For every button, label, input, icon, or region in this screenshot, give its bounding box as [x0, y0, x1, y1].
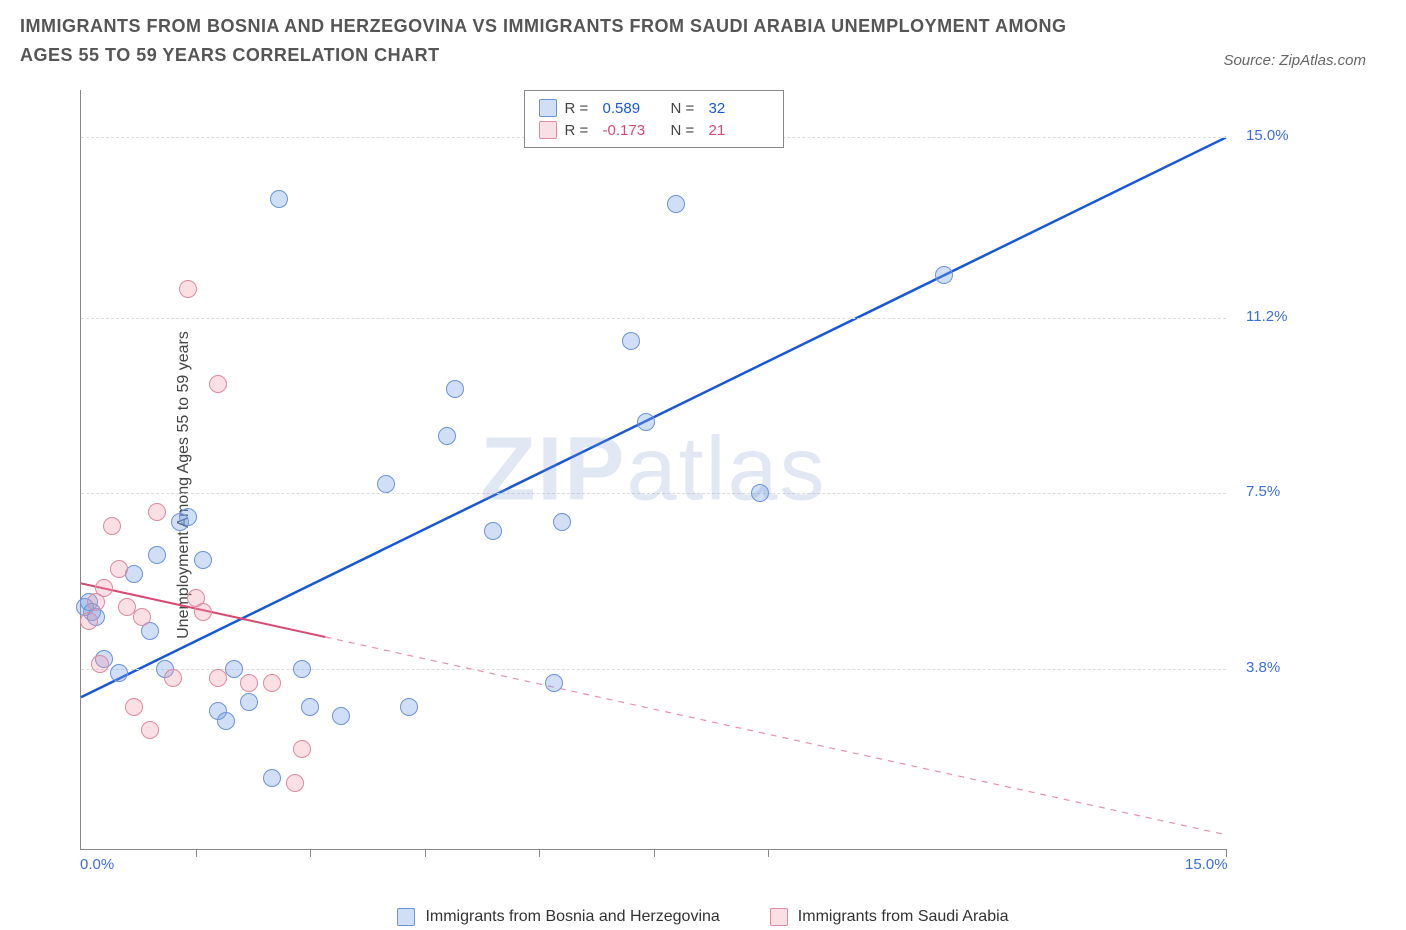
data-point [240, 693, 258, 711]
data-point [194, 551, 212, 569]
data-point [133, 608, 151, 626]
data-point [667, 195, 685, 213]
data-point [209, 669, 227, 687]
data-point [148, 503, 166, 521]
data-point [293, 660, 311, 678]
y-tick-label: 7.5% [1246, 483, 1280, 500]
gridline [81, 669, 1226, 670]
stat-n-label: N = [671, 100, 701, 117]
data-point [225, 660, 243, 678]
data-point [95, 579, 113, 597]
data-point [80, 612, 98, 630]
stat-r-value: 0.589 [603, 100, 663, 117]
data-point [217, 712, 235, 730]
data-point [637, 413, 655, 431]
data-point [446, 380, 464, 398]
legend-item: Immigrants from Bosnia and Herzegovina [397, 908, 719, 926]
y-tick-label: 11.2% [1246, 308, 1287, 325]
data-point [103, 517, 121, 535]
trend-lines-svg [81, 90, 1226, 849]
gridline [81, 493, 1226, 494]
legend-swatch [539, 99, 557, 117]
x-tick [539, 849, 540, 857]
data-point [751, 484, 769, 502]
chart-area: Unemployment Among Ages 55 to 59 years R… [60, 90, 1356, 880]
chart-title: IMMIGRANTS FROM BOSNIA AND HERZEGOVINA V… [20, 12, 1120, 70]
data-point [240, 674, 258, 692]
data-point [164, 669, 182, 687]
data-point [377, 475, 395, 493]
trend-line-extrapolated [325, 637, 1226, 835]
stat-r-label: R = [565, 122, 595, 139]
data-point [179, 508, 197, 526]
stats-row: R = -0.173 N = 21 [539, 119, 769, 141]
stat-n-value: 32 [709, 100, 769, 117]
bottom-legend: Immigrants from Bosnia and Herzegovina Im… [0, 908, 1406, 926]
x-tick [654, 849, 655, 857]
data-point [270, 190, 288, 208]
data-point [125, 698, 143, 716]
stats-row: R = 0.589 N = 32 [539, 97, 769, 119]
stat-r-label: R = [565, 100, 595, 117]
data-point [622, 332, 640, 350]
x-axis-max-label: 15.0% [1185, 856, 1228, 873]
legend-swatch [770, 908, 788, 926]
data-point [179, 280, 197, 298]
data-point [263, 769, 281, 787]
data-point [194, 603, 212, 621]
data-point [400, 698, 418, 716]
correlation-stats-box: R = 0.589 N = 32 R = -0.173 N = 21 [524, 90, 784, 148]
y-tick-label: 15.0% [1246, 127, 1289, 144]
data-point [438, 427, 456, 445]
data-point [332, 707, 350, 725]
legend-label: Immigrants from Bosnia and Herzegovina [425, 908, 719, 926]
x-tick [196, 849, 197, 857]
data-point [91, 655, 109, 673]
legend-item: Immigrants from Saudi Arabia [770, 908, 1009, 926]
data-point [110, 664, 128, 682]
stat-r-value: -0.173 [603, 122, 663, 139]
plot-region: R =0.589N =32R =-0.173N =21 ZIPatlas 3.8… [80, 90, 1226, 850]
data-point [545, 674, 563, 692]
data-point [484, 522, 502, 540]
y-tick-label: 3.8% [1246, 659, 1280, 676]
x-tick [768, 849, 769, 857]
legend-label: Immigrants from Saudi Arabia [798, 908, 1009, 926]
data-point [553, 513, 571, 531]
data-point [263, 674, 281, 692]
data-point [301, 698, 319, 716]
data-point [110, 560, 128, 578]
data-point [286, 774, 304, 792]
data-point [141, 721, 159, 739]
data-point [293, 740, 311, 758]
legend-swatch [397, 908, 415, 926]
data-point [148, 546, 166, 564]
x-axis-min-label: 0.0% [80, 856, 114, 873]
source-attribution: Source: ZipAtlas.com [1223, 52, 1366, 69]
stat-n-label: N = [671, 122, 701, 139]
x-tick [310, 849, 311, 857]
data-point [935, 266, 953, 284]
gridline [81, 318, 1226, 319]
x-tick [425, 849, 426, 857]
legend-swatch [539, 121, 557, 139]
stat-n-value: 21 [709, 122, 769, 139]
data-point [209, 375, 227, 393]
